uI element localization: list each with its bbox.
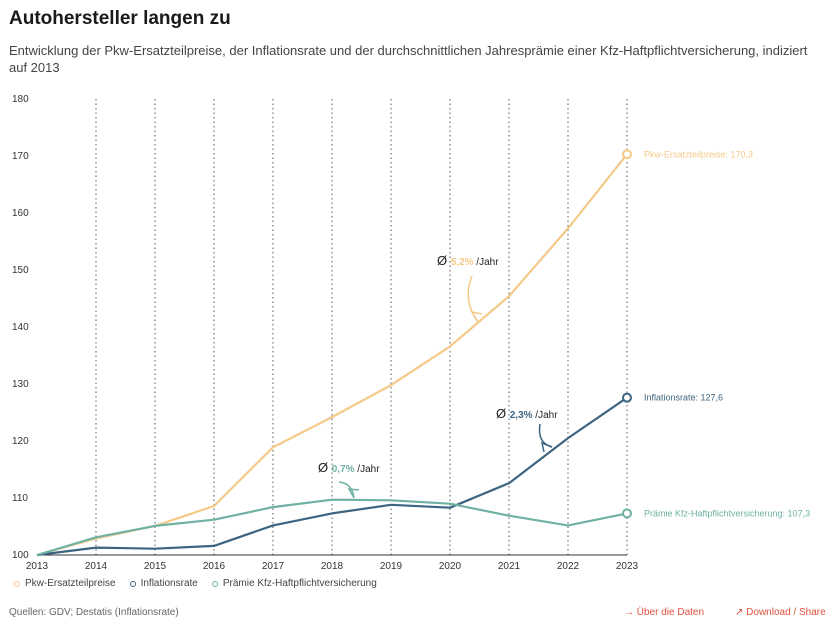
legend-marker-premium-icon: [211, 580, 218, 587]
legend-label-parts: Pkw-Ersatzteilpreise: [25, 578, 116, 589]
series-end-label-inflation: Inflationsrate: 127,6: [644, 393, 723, 403]
y-tick-170: 170: [12, 151, 29, 162]
x-tick-2023: 2023: [616, 561, 639, 572]
y-tick-120: 120: [12, 436, 29, 447]
download-share-link[interactable]: ↗ Download / Share: [735, 607, 826, 618]
line-chart: 2013 2014 2015 2016 2017 2018 2019 2020 2021 2022…: [12, 94, 810, 572]
about-data-link[interactable]: → Über die Daten: [624, 607, 705, 618]
annotation-premium: Ø 0,7% /Jahr: [318, 460, 380, 475]
source-note: Quellen: GDV; Destatis (Inflationsrate): [9, 607, 179, 618]
annotation-arrowhead-inflation: [540, 441, 553, 453]
legend: Pkw-Ersatzteilpreise Inflationsrate Präm…: [14, 578, 377, 589]
annotation-arrowhead-parts: [470, 310, 483, 323]
series-line-inflation: [36, 396, 628, 557]
x-tick-2017: 2017: [262, 561, 285, 572]
x-tick-2018: 2018: [321, 561, 344, 572]
series-line-parts: [36, 153, 628, 557]
y-tick-150: 150: [12, 265, 29, 276]
annotation-arrow-premium: [338, 481, 355, 499]
x-tick-2019: 2019: [380, 561, 403, 572]
y-tick-130: 130: [12, 379, 29, 390]
series-endpoint-parts: [622, 149, 632, 160]
chart-title: Autohersteller langen zu: [9, 8, 231, 29]
x-tick-2020: 2020: [439, 561, 462, 572]
y-tick-140: 140: [12, 322, 29, 333]
y-tick-160: 160: [12, 208, 29, 219]
legend-item-premium: Prämie Kfz-Haftpflichtversicherung: [211, 578, 377, 589]
annotation-parts: Ø 5,2% /Jahr: [437, 253, 499, 268]
series-endpoint-premium: [622, 508, 632, 519]
series-line-premium: [36, 498, 628, 557]
legend-marker-parts-icon: [14, 580, 20, 587]
legend-label-premium: Prämie Kfz-Haftpflichtversicherung: [222, 578, 377, 589]
legend-marker-inflation-icon: [129, 580, 136, 587]
annotation-inflation: Ø 2,3% /Jahr: [496, 406, 558, 421]
legend-item-inflation: Inflationsrate: [129, 578, 198, 589]
annotation-arrowhead-premium: [347, 488, 360, 499]
legend-item-parts: Pkw-Ersatzteilpreise: [14, 578, 116, 589]
chart-subtitle: Entwicklung der Pkw-Ersatzteilpreise, de…: [9, 43, 808, 75]
series-endpoint-inflation: [622, 392, 632, 403]
x-tick-2022: 2022: [557, 561, 580, 572]
x-tick-2013: 2013: [26, 561, 49, 572]
x-tick-2014: 2014: [85, 561, 108, 572]
series-end-label-premium: Prämie Kfz-Haftpflichtversicherung: 107,…: [644, 508, 810, 518]
y-tick-100: 100: [12, 550, 29, 561]
x-tick-2021: 2021: [498, 561, 521, 572]
y-tick-180: 180: [12, 94, 29, 105]
x-tick-2016: 2016: [203, 561, 226, 572]
series-end-label-parts: Pkw-Ersatzteilpreise: 170,3: [644, 149, 753, 159]
y-tick-110: 110: [12, 493, 28, 504]
x-tick-2015: 2015: [144, 561, 167, 572]
legend-label-inflation: Inflationsrate: [140, 578, 198, 589]
